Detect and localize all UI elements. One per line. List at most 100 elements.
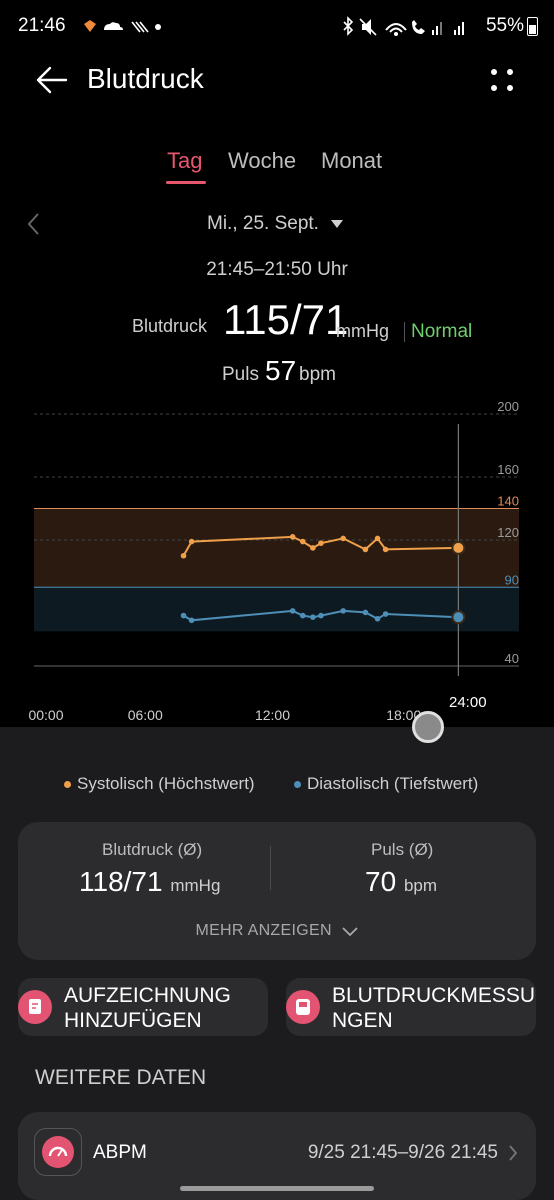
avg-bp-unit: mmHg	[170, 876, 221, 895]
system-icons	[342, 16, 474, 44]
bp-monitor-icon	[296, 999, 310, 1015]
pulse-value: 57	[265, 355, 297, 386]
active-tab-indicator	[166, 181, 206, 184]
diastolic-point	[362, 609, 369, 616]
abpm-icon-frame	[34, 1128, 82, 1176]
pulse-unit: bpm	[299, 364, 336, 385]
reading-unit: mmHg	[336, 321, 389, 341]
date-selector[interactable]: Mi., 25. Sept.	[207, 213, 319, 234]
x-tick-label: 00:00	[28, 707, 63, 723]
diastolic-point	[382, 611, 389, 617]
avg-pulse-label: Puls (Ø)	[371, 840, 434, 859]
avg-bp-value-group: 118/71 mmHg	[79, 866, 220, 898]
tab-week[interactable]: Woche	[228, 148, 297, 173]
diastolic-point	[374, 615, 381, 622]
diastolic-point	[289, 608, 296, 614]
add-record-line2: HINZUFÜGEN	[64, 1009, 202, 1032]
show-more-label: MEHR ANZEIGEN	[195, 922, 332, 939]
avg-pulse-unit: bpm	[403, 876, 438, 895]
diastolic-point	[451, 610, 466, 625]
y-tick-label: 120	[497, 525, 519, 540]
signal-wifi-icon-set	[343, 16, 464, 36]
time-range: 21:45–21:50 Uhr	[206, 259, 348, 280]
abpm-range: 9/25 21:45–9/26 21:45	[307, 1142, 498, 1163]
legend-systolic-label: Systolisch (Höchstwert)	[77, 774, 255, 793]
status-time: 21:46	[18, 15, 66, 36]
status-bar: 21:46 55%	[0, 0, 554, 52]
y-tick-label: 90	[505, 572, 519, 587]
avg-pulse-value: 70	[365, 866, 397, 897]
x-tick-label: 06:00	[128, 707, 163, 723]
tab-day[interactable]: Tag	[167, 148, 203, 173]
battery-icon	[527, 17, 538, 36]
battery-fill	[529, 25, 536, 34]
legend-diastolic: Diastolisch (Tiefstwert)	[294, 774, 478, 794]
battery-level: 55%	[485, 15, 524, 36]
systolic-point	[362, 546, 369, 553]
y-tick-label: 200	[497, 400, 519, 414]
bp-measurement-line2: NGEN	[332, 1009, 393, 1032]
diastolic-point	[180, 612, 187, 619]
diastolic-point	[340, 608, 346, 614]
systolic-point	[310, 545, 316, 551]
x-tick-label: 12:00	[255, 707, 290, 723]
add-record-line1: AUFZEICHNUNG	[64, 984, 231, 1007]
chevron-left-icon	[27, 213, 39, 235]
bp-measurement-icon	[286, 990, 320, 1024]
chevron-down-icon	[341, 927, 358, 937]
caret-down-icon[interactable]	[331, 220, 343, 228]
reading-label: Blutdruck	[132, 316, 208, 336]
systolic-point	[180, 552, 187, 559]
diastolic-point	[310, 614, 316, 620]
avg-bp-label: Blutdruck (Ø)	[102, 840, 203, 859]
y-tick-label: 140	[497, 494, 519, 509]
page-title: Blutdruck	[87, 63, 204, 94]
chevron-right-icon	[509, 1145, 518, 1161]
time-slider-handle[interactable]	[412, 711, 444, 743]
notification-icons	[80, 16, 162, 44]
reading-divider	[404, 322, 405, 342]
systolic-point	[318, 540, 324, 546]
systolic-point	[188, 538, 195, 545]
gauge-icon	[42, 1136, 74, 1168]
bp-measurement-line1: BLUTDRUCKMESSU	[332, 984, 536, 1007]
pulse-label: Puls	[222, 364, 259, 385]
systolic-point	[289, 534, 296, 540]
tab-month[interactable]: Monat	[321, 148, 383, 173]
target-band-lower	[34, 587, 519, 632]
legend-diastolic-label: Diastolisch (Tiefstwert)	[307, 774, 479, 793]
bp-measurement-label: BLUTDRUCKMESSU NGEN	[332, 983, 535, 1033]
systolic-point	[451, 540, 466, 555]
legend-diastolic-dot	[294, 781, 301, 789]
bp-measurement-button[interactable]: BLUTDRUCKMESSU NGEN	[286, 978, 536, 1036]
slider-time-label: 24:00	[449, 694, 487, 711]
summary-card	[18, 822, 536, 960]
notepad-icon	[29, 999, 41, 1014]
diastolic-point	[188, 617, 195, 624]
legend-systolic: Systolisch (Höchstwert)	[64, 774, 255, 794]
reading-status: Normal	[411, 321, 473, 342]
avg-bp-value: 118/71	[79, 866, 163, 897]
back-button[interactable]	[34, 64, 70, 96]
abpm-label: ABPM	[93, 1142, 147, 1163]
add-record-button[interactable]: AUFZEICHNUNG HINZUFÜGEN	[18, 978, 268, 1036]
notification-icon-set	[84, 20, 161, 33]
previous-day-button[interactable]	[24, 210, 42, 238]
avg-pulse-value-group: 70 bpm	[365, 866, 437, 898]
show-more-button[interactable]: MEHR ANZEIGEN	[0, 922, 554, 940]
abpm-row[interactable]: ABPM 9/25 21:45–9/26 21:45	[18, 1112, 536, 1200]
legend-systolic-dot	[64, 781, 71, 789]
diastolic-point	[318, 612, 324, 619]
diastolic-point	[299, 612, 306, 619]
systolic-point	[374, 535, 381, 542]
summary-divider	[270, 846, 271, 890]
more-options-button[interactable]	[486, 64, 518, 96]
gauge-icon-glyph	[48, 1146, 68, 1157]
systolic-point	[299, 538, 306, 545]
y-tick-label: 160	[497, 462, 519, 477]
y-tick-label: 40	[505, 651, 519, 666]
reading-value: 115/71	[223, 296, 349, 343]
period-tabs: Tag Woche Monat	[0, 148, 554, 188]
arrow-left-icon	[36, 66, 68, 94]
